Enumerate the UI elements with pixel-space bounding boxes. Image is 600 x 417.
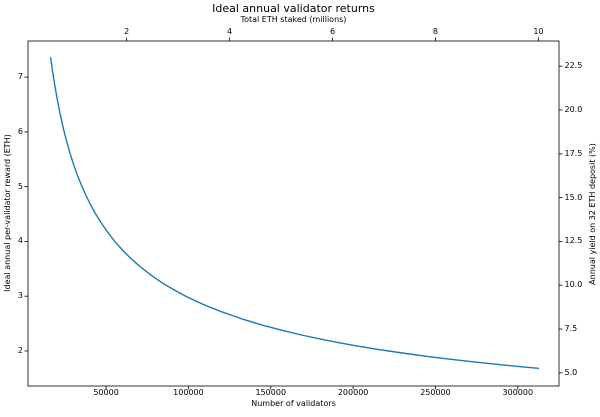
reward-curve: [50, 57, 540, 369]
x-tick-label-top: 6: [329, 27, 336, 36]
x-tick-label-bottom: 200000: [337, 387, 369, 397]
y-tick-label-right: 17.5: [564, 148, 583, 158]
x-tick-label-bottom: 50000: [93, 387, 119, 397]
x-tick-label-top: 8: [432, 27, 439, 36]
y-tick-label-left: 6: [17, 126, 23, 136]
x-tick-label-top: 2: [124, 27, 130, 36]
x-tick-label-bottom: 150000: [255, 387, 287, 397]
left-axis-label: Ideal annual per-validator reward (ETH): [3, 134, 12, 292]
x-tick-label-bottom: 300000: [502, 387, 534, 397]
x-tick-label-bottom: 100000: [173, 387, 204, 397]
top-axis-label: Total ETH staked (millions): [240, 15, 347, 24]
y-tick-label-left: 5: [17, 181, 23, 191]
y-tick-label-right: 7.5: [564, 324, 578, 334]
y-tick-label-left: 3: [17, 291, 23, 301]
x-tick-label-top: 4: [227, 27, 233, 36]
bottom-axis-label: Number of validators: [251, 399, 336, 408]
y-tick-label-right: 12.5: [564, 236, 583, 246]
x-tick-label-bottom: 250000: [420, 387, 451, 397]
y-tick-label-right: 5.0: [564, 367, 578, 377]
y-tick-label-right: 20.0: [564, 105, 583, 114]
chart-title: Ideal annual validator returns: [212, 2, 375, 15]
y-tick-label-left: 2: [17, 345, 23, 355]
axes-spines: [27, 40, 560, 387]
y-tick-label-left: 4: [17, 236, 23, 246]
y-tick-label-right: 22.5: [564, 61, 583, 71]
y-tick-label-left: 7: [17, 72, 23, 82]
y-tick-label-right: 10.0: [564, 280, 583, 290]
x-tick-label-top: 10: [533, 27, 544, 36]
y-tick-label-right: 15.0: [564, 192, 583, 202]
right-axis-label: Annual yield on 32 ETH deposit (%): [588, 143, 597, 285]
